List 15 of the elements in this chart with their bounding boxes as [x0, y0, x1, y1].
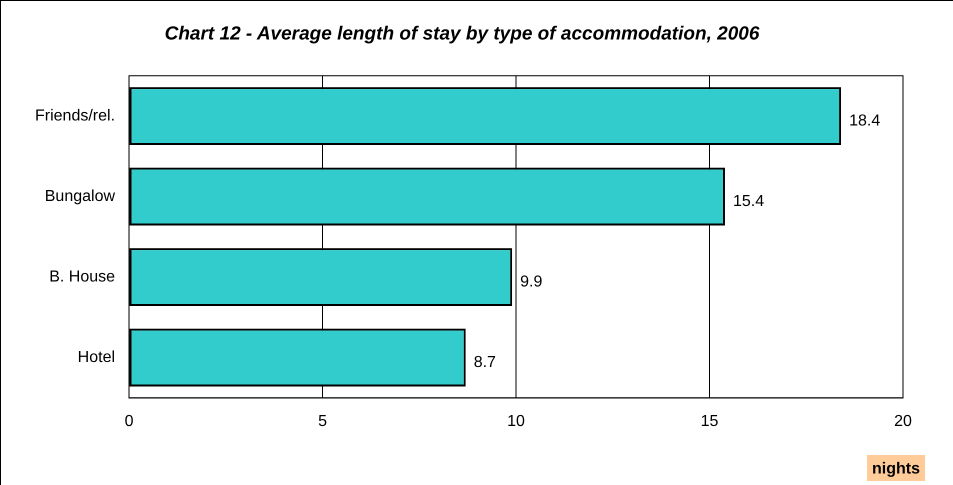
chart-title: Chart 12 - Average length of stay by type of accommodation, 2006	[164, 24, 760, 45]
x-tick-label: 15	[700, 412, 719, 430]
data-label: 18.4	[849, 112, 880, 130]
x-axis-title: nights	[872, 460, 920, 478]
x-tick-label: 5	[318, 412, 328, 430]
x-tick-label: 10	[507, 412, 526, 430]
x-tick-label: 20	[894, 412, 912, 430]
y-tick-label: Friends/rel.	[34, 107, 116, 124]
y-tick-label: Hotel	[78, 348, 116, 366]
data-label: 8.7	[474, 354, 496, 371]
y-tick-label: B. House	[49, 268, 116, 286]
data-label: 15.4	[732, 192, 764, 210]
y-tick-label: Bungalow	[44, 188, 116, 205]
x-tick-label: 0	[124, 412, 134, 430]
data-label: 9.9	[520, 273, 542, 290]
